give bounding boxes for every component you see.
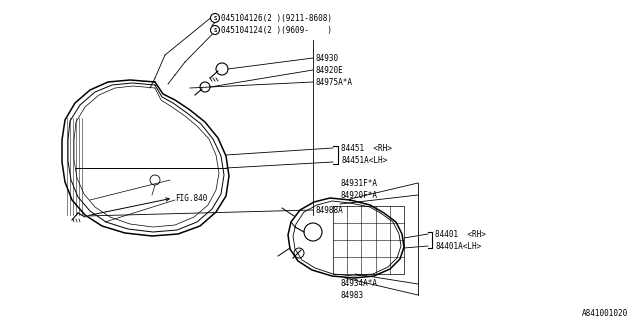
Text: 84920E: 84920E: [315, 66, 343, 75]
Text: 84401A<LH>: 84401A<LH>: [435, 242, 481, 251]
Text: 84934A*A: 84934A*A: [340, 279, 377, 289]
Text: 84975A*A: 84975A*A: [315, 77, 352, 86]
Text: 84451A<LH>: 84451A<LH>: [341, 156, 387, 164]
Text: 84931F*A: 84931F*A: [340, 179, 377, 188]
Text: 84401  <RH>: 84401 <RH>: [435, 229, 486, 238]
Text: 045104126(2 )(9211-8608): 045104126(2 )(9211-8608): [221, 13, 332, 22]
Text: FIG.840: FIG.840: [175, 194, 207, 203]
Text: A841001020: A841001020: [582, 308, 628, 317]
Text: 84451  <RH>: 84451 <RH>: [341, 143, 392, 153]
Text: 84930: 84930: [315, 53, 338, 62]
Text: 84983: 84983: [340, 291, 363, 300]
Text: 045104124(2 )(9609-    ): 045104124(2 )(9609- ): [221, 26, 332, 35]
Text: S: S: [213, 15, 216, 20]
Text: 84920F*A: 84920F*A: [340, 190, 377, 199]
Text: 84988A: 84988A: [315, 205, 343, 214]
Text: S: S: [213, 28, 216, 33]
